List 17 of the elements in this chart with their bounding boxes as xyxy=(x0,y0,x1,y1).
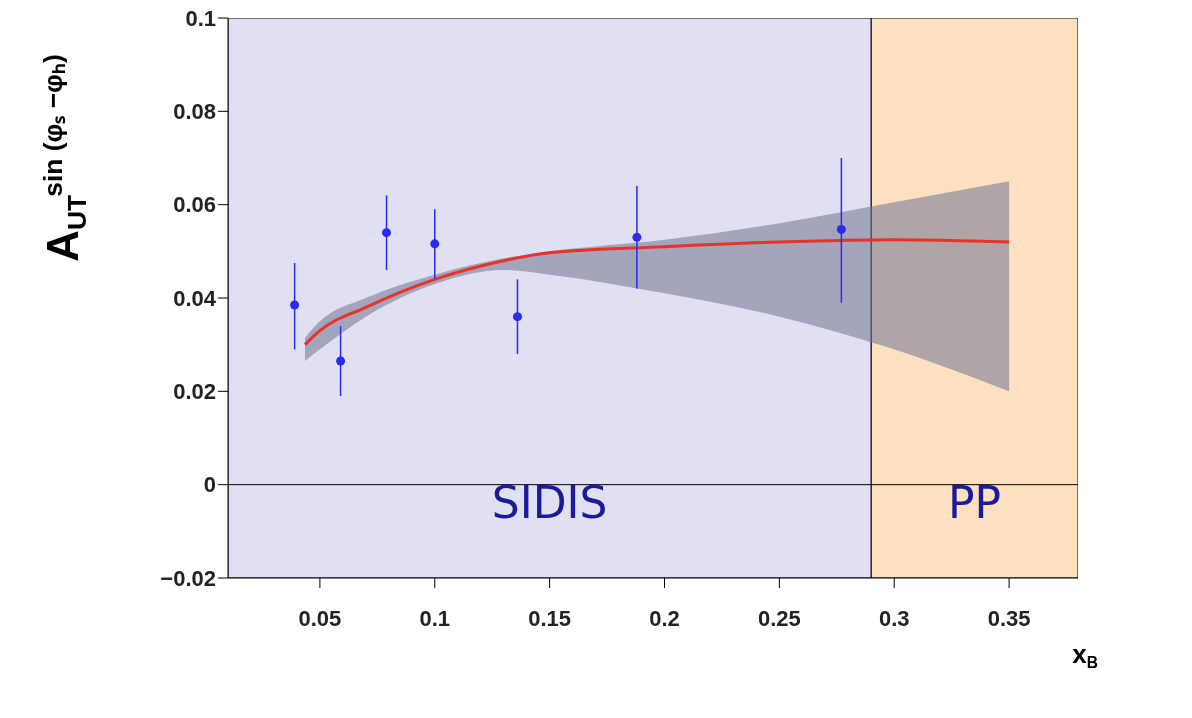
x-tick-label: 0.1 xyxy=(419,605,451,631)
x-tick-label: 0.3 xyxy=(878,605,910,631)
x-tick-label: 0.15 xyxy=(528,605,572,631)
x-tick-label: 0.25 xyxy=(757,605,801,631)
x-tick-label: 0.2 xyxy=(649,605,680,631)
x-axis-title: x$_{B}$ xyxy=(1072,639,1098,671)
y-tick-label: 0.06 xyxy=(173,192,216,218)
y-tick-label: −0.02 xyxy=(160,565,216,591)
x-tick-label: 0.35 xyxy=(987,605,1031,631)
band-label: SIDIS xyxy=(491,477,608,528)
y-tick-label: 0 xyxy=(203,472,216,498)
band-label: PP xyxy=(948,477,1002,528)
y-tick-label: 0.02 xyxy=(173,379,216,405)
x-tick-label: 0.05 xyxy=(298,605,342,631)
y-tick-label: 0.1 xyxy=(185,5,216,31)
y-tick-label: 0.08 xyxy=(173,99,216,125)
y-tick-label: 0.04 xyxy=(173,285,217,311)
